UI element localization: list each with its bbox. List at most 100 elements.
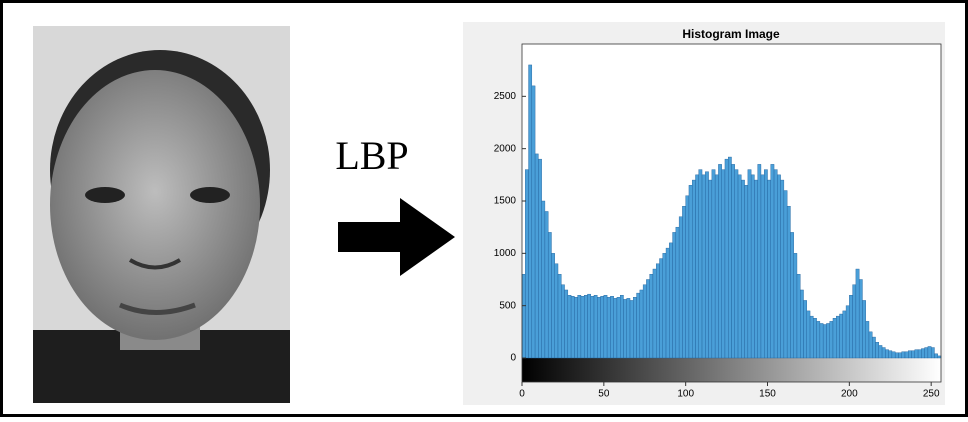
bar — [669, 242, 673, 359]
bar — [675, 226, 680, 359]
bar — [921, 348, 925, 359]
method-label: LBP — [335, 133, 408, 178]
bar — [672, 232, 677, 359]
bar — [570, 296, 575, 359]
bar — [836, 315, 840, 359]
bar — [662, 253, 667, 359]
y-tick-label: 1500 — [494, 196, 517, 207]
bar — [659, 258, 663, 359]
y-tick-label: 1000 — [494, 248, 517, 259]
bar — [642, 284, 647, 359]
bar — [705, 171, 709, 359]
bar — [708, 179, 713, 359]
bar — [580, 296, 585, 359]
bar — [773, 169, 778, 359]
bar — [603, 295, 608, 359]
bar — [701, 174, 706, 359]
bar — [564, 289, 569, 359]
bar — [816, 321, 821, 359]
bar — [616, 297, 621, 359]
bar — [567, 295, 572, 359]
bar — [888, 350, 893, 359]
bar — [692, 179, 696, 359]
arrow — [338, 198, 455, 276]
bar — [551, 253, 555, 359]
bar — [908, 350, 912, 359]
bar — [904, 351, 909, 359]
bar — [800, 289, 804, 359]
bar — [878, 345, 883, 359]
bar — [734, 169, 739, 359]
x-tick-label: 50 — [598, 389, 610, 400]
bar — [623, 299, 627, 359]
bar — [898, 352, 902, 359]
bar — [764, 169, 768, 359]
bar — [521, 274, 526, 359]
chart-title: Histogram Image — [682, 27, 780, 41]
x-tick-label: 0 — [519, 389, 525, 400]
bar — [538, 158, 542, 359]
bar — [885, 349, 889, 359]
bar — [819, 323, 824, 359]
bar — [728, 156, 732, 359]
bar — [574, 297, 578, 359]
bar — [842, 310, 847, 359]
bar — [891, 351, 896, 359]
bar — [688, 185, 693, 359]
bar — [783, 190, 788, 359]
bar — [855, 268, 860, 359]
bar — [652, 268, 657, 359]
bar — [695, 174, 699, 359]
bar — [656, 263, 660, 359]
bar — [531, 85, 536, 359]
bar — [901, 351, 906, 359]
y-tick-label: 500 — [499, 300, 516, 311]
y-tick-label: 2500 — [494, 91, 517, 102]
bar — [626, 298, 631, 359]
bar — [777, 174, 781, 359]
bar — [767, 179, 771, 359]
bar — [646, 279, 650, 359]
x-tick-label: 200 — [841, 389, 858, 400]
bar — [528, 64, 533, 359]
bar — [557, 274, 562, 359]
bar — [606, 297, 611, 359]
bar — [613, 298, 618, 359]
face-photo — [33, 26, 290, 403]
bar — [737, 174, 742, 359]
bar — [741, 179, 745, 359]
bar — [534, 153, 539, 359]
bar — [914, 349, 919, 359]
bar — [809, 315, 814, 359]
bar — [587, 293, 591, 359]
bar — [934, 353, 938, 359]
bar — [600, 296, 605, 359]
bar — [678, 216, 683, 359]
bar — [633, 297, 637, 359]
bar — [862, 300, 866, 359]
bar — [845, 305, 850, 359]
bar — [757, 164, 762, 359]
bar — [583, 295, 588, 359]
bar — [754, 179, 758, 359]
bar — [865, 321, 870, 359]
bar — [852, 284, 857, 359]
bar — [714, 174, 719, 359]
bar — [561, 284, 565, 359]
bar — [711, 169, 716, 359]
bar — [813, 318, 817, 359]
bar — [849, 295, 853, 359]
bar — [554, 263, 559, 359]
bar — [803, 300, 807, 359]
bar — [544, 211, 549, 359]
bar — [839, 313, 843, 359]
x-tick-label: 250 — [923, 389, 940, 400]
x-tick-label: 100 — [677, 389, 694, 400]
bar — [786, 206, 791, 359]
bar — [770, 164, 775, 359]
y-tick-label: 2000 — [494, 143, 517, 154]
bar — [547, 232, 552, 359]
bar — [593, 295, 598, 359]
axes-box — [521, 43, 942, 383]
